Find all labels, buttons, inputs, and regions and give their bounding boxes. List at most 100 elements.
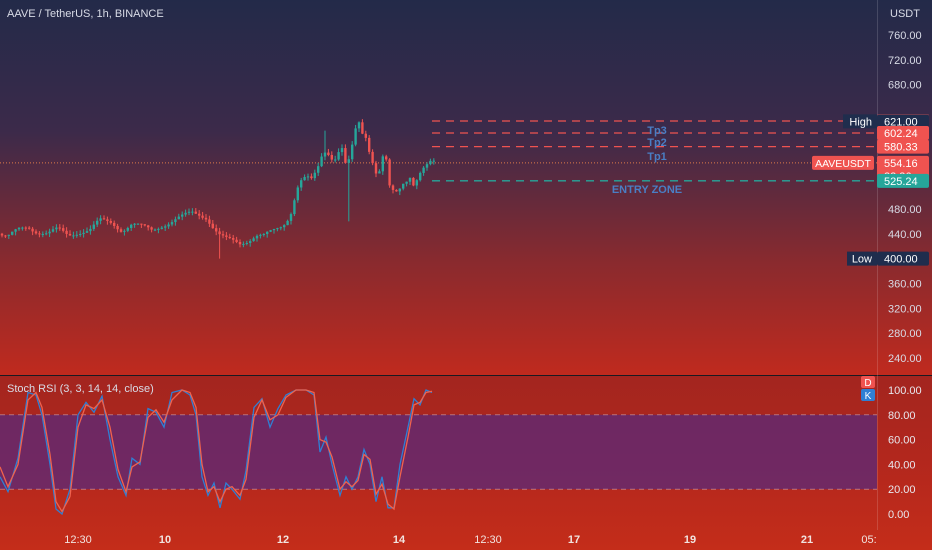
candle-body xyxy=(327,152,330,155)
candle-body xyxy=(313,172,316,179)
candle-body xyxy=(147,225,150,228)
price-tick-label: 440.00 xyxy=(888,229,922,241)
candle-body xyxy=(289,214,293,221)
price-tick-label: 360.00 xyxy=(888,278,922,290)
candle-body xyxy=(208,219,211,224)
candle-body xyxy=(300,180,303,188)
time-tick-label: 17 xyxy=(568,534,580,546)
candle-body xyxy=(330,154,333,160)
price-axis[interactable]: 760.00 720.00 680.00 480.00 440.00 360.00 320.… xyxy=(888,30,922,365)
stoch-tick-label: 20.00 xyxy=(888,484,916,496)
candle-body xyxy=(354,128,357,145)
candle-body xyxy=(130,224,133,229)
candle-body xyxy=(429,160,432,165)
candle-body xyxy=(279,227,282,229)
candle-body xyxy=(374,163,378,174)
candle-body xyxy=(388,159,391,186)
candle-body xyxy=(38,233,41,235)
candle-body xyxy=(99,218,102,221)
candle-body xyxy=(232,237,235,240)
candle-body xyxy=(368,137,371,152)
stoch-legend-k-bg[interactable] xyxy=(861,389,875,401)
price-tick-label: 480.00 xyxy=(888,204,922,216)
candle-body xyxy=(238,241,242,245)
candle-body xyxy=(140,223,143,225)
candle-body xyxy=(11,231,14,235)
time-tick-label: 12:30 xyxy=(64,534,92,546)
candle-body xyxy=(303,176,306,181)
candle-body xyxy=(364,133,367,138)
time-tick-label: 19 xyxy=(684,534,696,546)
candle-body xyxy=(204,217,208,220)
level-badge: 580.33 xyxy=(884,142,918,154)
candle-body xyxy=(245,242,248,244)
stoch-d-line xyxy=(0,389,433,513)
symbol-title[interactable]: AAVE / TetherUS, 1h, BINANCE xyxy=(7,8,164,20)
candle-body xyxy=(412,177,415,186)
low-label-bg xyxy=(847,251,877,266)
candle-body xyxy=(415,180,418,186)
candle-body xyxy=(72,235,75,237)
stoch-tick-label: 0.00 xyxy=(888,509,909,521)
stoch-band xyxy=(0,414,877,490)
candle-body xyxy=(41,233,44,235)
candle-body xyxy=(286,220,289,226)
candle-body xyxy=(177,216,180,220)
candle-body xyxy=(378,171,381,174)
candle-body xyxy=(317,166,320,173)
candle-body xyxy=(85,231,89,233)
candle-body xyxy=(164,226,167,228)
candle-body xyxy=(201,215,204,218)
candle-body xyxy=(7,234,10,236)
time-tick-label: 10 xyxy=(159,534,171,546)
candle-body xyxy=(293,200,296,215)
candle-body xyxy=(320,156,323,167)
candle-body xyxy=(221,234,225,236)
stoch-legend-d-bg[interactable] xyxy=(861,376,875,388)
candle-body xyxy=(160,227,163,229)
candle-body xyxy=(228,236,231,238)
time-axis[interactable]: 12:30 10 12 14 12:30 17 19 21 05: xyxy=(64,534,876,546)
time-tick-label: 21 xyxy=(801,534,813,546)
stoch-rsi-title[interactable]: Stoch RSI (3, 3, 14, 14, close) xyxy=(7,383,154,395)
candle-body xyxy=(79,234,82,236)
candles xyxy=(0,119,435,259)
candle-body xyxy=(116,225,119,230)
price-tick-label: 720.00 xyxy=(888,55,922,67)
candle-body xyxy=(170,222,174,225)
candle-body xyxy=(262,234,265,236)
candle-body xyxy=(58,227,61,229)
stoch-tick-label: 60.00 xyxy=(888,435,916,447)
high-label: High xyxy=(849,116,872,128)
time-tick-label: 05: xyxy=(861,534,876,546)
candle-body xyxy=(96,220,99,225)
candle-body xyxy=(21,227,24,229)
price-tick-label: 320.00 xyxy=(888,303,922,315)
low-badge-bg xyxy=(877,251,929,266)
candle-body xyxy=(102,218,106,220)
stoch-legend-d: D xyxy=(864,378,871,389)
candle-body xyxy=(28,227,31,229)
candle-body xyxy=(167,224,170,227)
high-badge: 621.00 xyxy=(884,116,918,128)
candle-body xyxy=(157,228,160,230)
candle-body xyxy=(109,220,112,223)
candle-body xyxy=(296,187,299,201)
stoch-axis[interactable]: 100.00 80.00 60.00 40.00 20.00 0.00 xyxy=(888,385,922,521)
current-price-value: 554.16 xyxy=(884,158,918,170)
time-tick-label: 12 xyxy=(277,534,289,546)
candle-body xyxy=(357,122,361,129)
candle-body xyxy=(119,229,123,232)
candle-body xyxy=(405,181,408,184)
low-label: Low xyxy=(852,254,872,266)
low-badge: 400.00 xyxy=(884,254,918,266)
level-badge-bg xyxy=(877,139,929,154)
stoch-lines xyxy=(0,389,433,516)
candle-body xyxy=(340,148,344,153)
candle-body xyxy=(31,228,34,232)
candle-body xyxy=(55,227,58,230)
candle-body xyxy=(113,222,116,226)
candle-body xyxy=(395,189,398,192)
candle-body xyxy=(269,230,272,232)
